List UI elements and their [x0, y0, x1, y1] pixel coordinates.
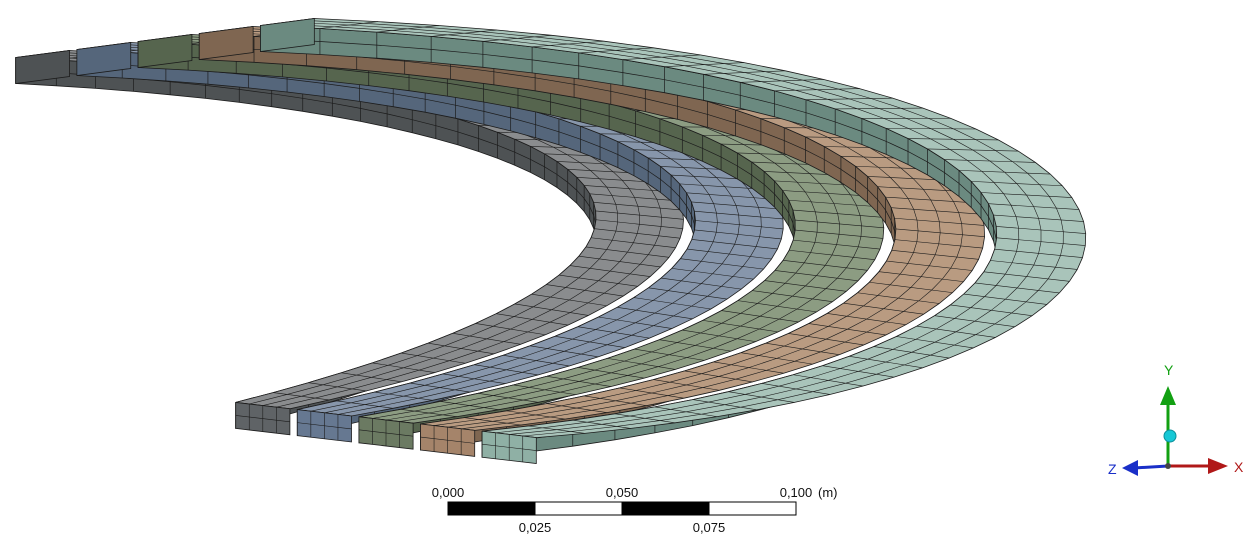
y-axis-label: Y — [1164, 362, 1174, 378]
origin-point — [1165, 463, 1171, 469]
z-axis-label: Z — [1108, 461, 1117, 477]
scale-label-0: 0,000 — [432, 485, 465, 500]
orientation-triad[interactable]: Y X Z — [1108, 362, 1244, 477]
scale-label-75: 0,075 — [693, 520, 726, 535]
mesh-line — [358, 429, 414, 437]
mesh-line — [300, 19, 1064, 437]
band-back-face — [137, 34, 193, 68]
scale-bar-segment — [534, 501, 623, 516]
x-axis-arrowhead — [1208, 458, 1228, 474]
scale-label-50: 0,050 — [606, 485, 639, 500]
mesh-line — [235, 415, 290, 423]
scale-label-100: 0,100 — [780, 485, 813, 500]
mesh-line — [273, 23, 1020, 434]
band-back-face — [15, 50, 70, 84]
scale-bar-segment — [708, 501, 797, 516]
band-back-face — [260, 18, 315, 52]
scale-unit: (m) — [818, 485, 838, 500]
mesh-line — [287, 21, 1042, 435]
scale-label-25: 0,025 — [519, 520, 552, 535]
mesh-band-5[interactable] — [260, 18, 1087, 465]
mesh-model[interactable] — [15, 18, 1087, 465]
z-axis-shaft — [1133, 464, 1169, 470]
scale-bar-segment — [447, 501, 536, 516]
y-axis-arrowhead — [1160, 386, 1176, 405]
mesh-line — [420, 436, 475, 444]
band-back-face — [76, 42, 132, 76]
mesh-line — [482, 443, 537, 451]
mesh-line — [297, 422, 352, 430]
band-back-face — [198, 26, 254, 60]
z-axis-arrowhead — [1122, 460, 1138, 476]
scale-bar: 0,000 0,050 0,100 (m) 0,025 0,075 — [432, 485, 838, 535]
iso-view-sphere[interactable] — [1163, 429, 1177, 443]
scale-bar-segment — [621, 501, 710, 516]
x-axis-label: X — [1234, 459, 1244, 475]
